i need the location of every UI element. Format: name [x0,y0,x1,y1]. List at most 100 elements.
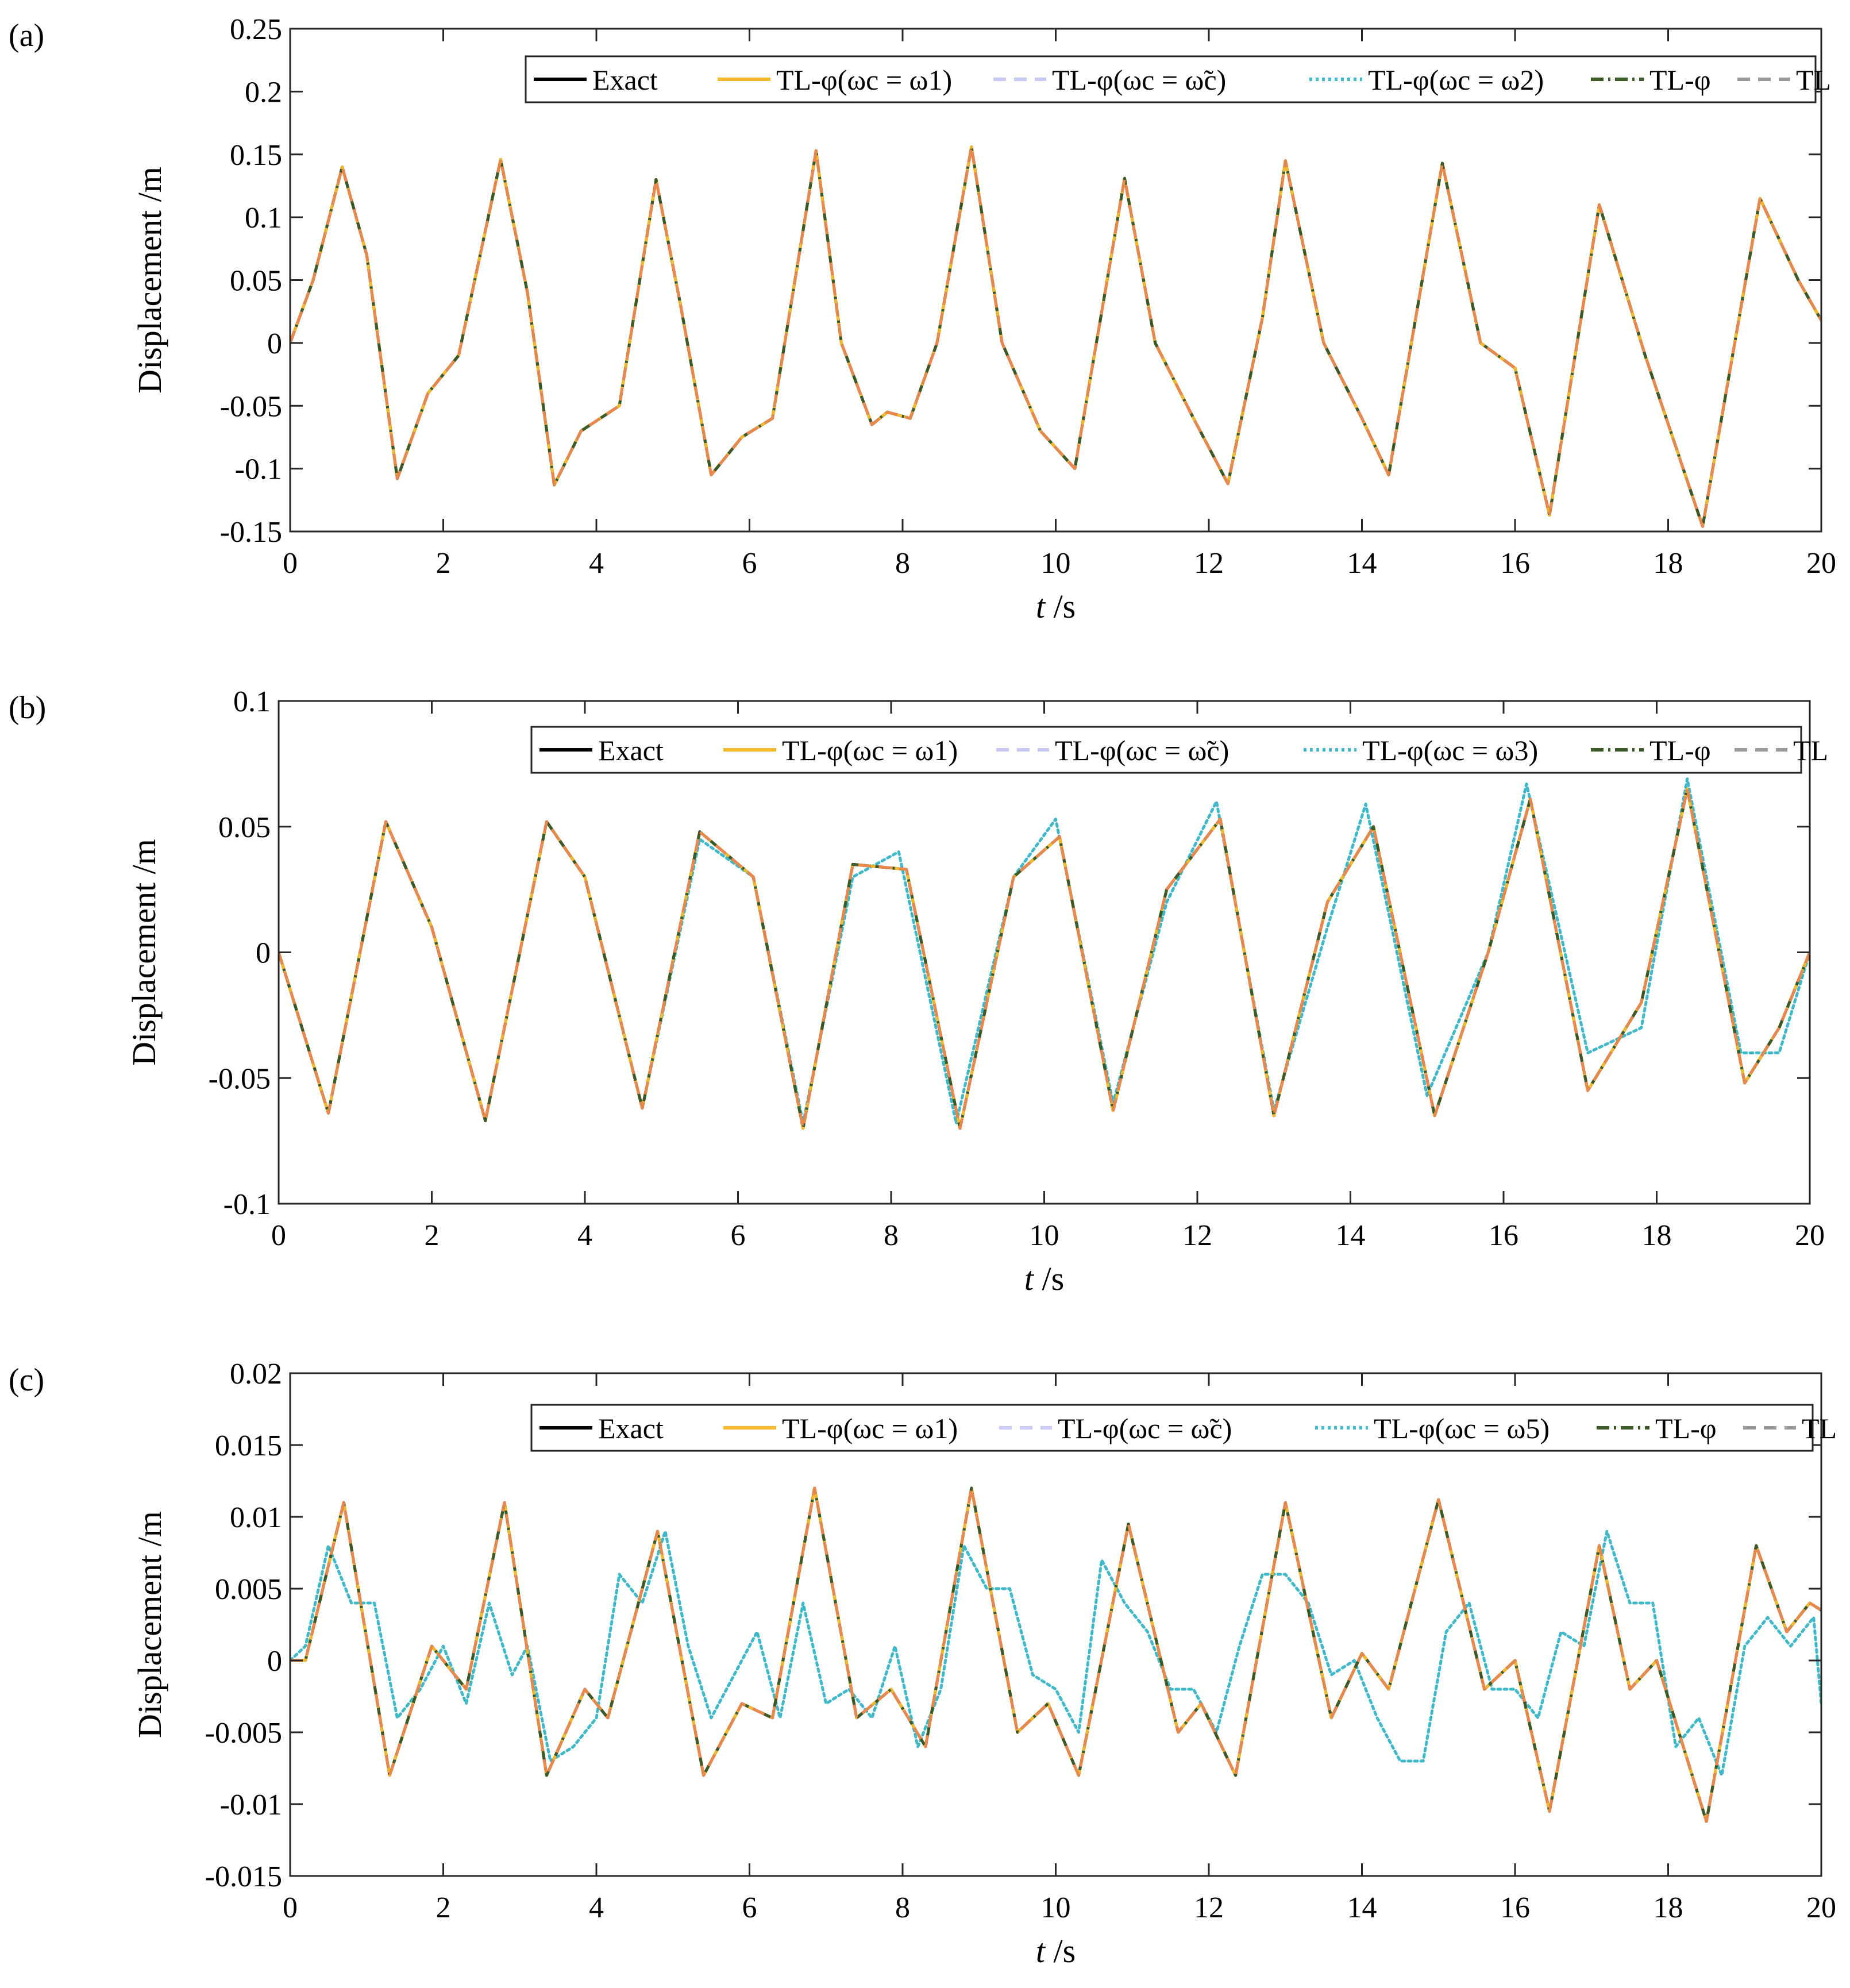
series-group [290,145,1821,528]
y-tick-label: 0.05 [218,811,271,844]
legend-label: TL-φ(ωc = ω1) [776,64,952,96]
y-tick-label: -0.01 [220,1789,282,1821]
y-tick-label: 0.1 [233,685,271,718]
x-tick-label: 12 [1182,1219,1212,1252]
y-tick-label: 0.015 [215,1430,282,1462]
legend-label: Exact [598,1412,664,1444]
y-tick-label: -0.1 [235,453,282,486]
chart-panel-3: (c) 0 2 4 6 8 10 12 14 16 18 20 -0.015 -0.01 -0.005 0 0.… [9,1358,1837,1970]
legend-label: TL-φ(ωc = ω̃c) [1058,1412,1232,1444]
panel-label: (c) [9,1362,44,1398]
panel-label: (a) [9,18,44,53]
x-tick-label: 6 [742,1891,757,1924]
y-axis-label: Displacement /m [131,1511,168,1738]
legend-label: TL [1796,64,1831,96]
y-tick-label: 0 [256,937,271,970]
x-tick-label: 16 [1500,547,1530,580]
x-tick-label: 2 [436,1891,451,1924]
series-line-tl-c-1 [279,787,1810,1130]
legend-label: TL-φ(ωc = ω̃c) [1052,64,1226,96]
x-tick-label: 10 [1041,1891,1071,1924]
legend-label: TL-φ(ωc = ω3) [1362,734,1538,766]
series-line-tl-c-3 [279,777,1810,1125]
series-line-tl-c-c [290,145,1821,528]
legend: Exact TL-φ(ωc = ω1) TL-φ(ωc = ω̃c) TL-φ(ωc … [525,55,1831,103]
y-tick-label: -0.05 [209,1062,271,1095]
legend-label: TL-φ(ωc = ω1) [782,1412,958,1444]
series-line-tl [290,1486,1821,1823]
legend-label: TL-φ [1649,64,1711,96]
axes-box [278,700,1811,1205]
y-tick-label: -0.1 [223,1188,271,1221]
axes-box [289,28,1822,533]
y-tick-label: -0.015 [205,1860,282,1893]
x-tick-label: 14 [1336,1219,1366,1252]
y-tick-label: 0.2 [245,76,282,109]
series-line-tl [290,1486,1821,1823]
x-tick-label: 6 [731,1219,746,1252]
y-axis-label: Displacement /m [125,839,163,1066]
legend-label: Exact [592,64,658,96]
x-tick-label: 4 [589,1891,604,1924]
series-line-tl [279,787,1810,1130]
x-tick-label: 0 [271,1219,286,1252]
x-tick-label: 8 [895,547,910,580]
chart-panel-2: (b) 0 2 4 6 8 10 12 14 16 18 20 -0.1 -0.05 0 0.05 0.1 t /… [9,685,1828,1297]
legend-label: TL-φ(ωc = ω5) [1374,1412,1550,1444]
series-line-tl-c-5 [290,1529,1821,1777]
series-group [279,777,1810,1130]
x-tick-label: 0 [283,1891,298,1924]
y-tick-label: 0.05 [230,265,282,298]
series-line-tl-c-1 [290,1486,1821,1823]
panel-label: (b) [9,690,46,726]
series-line-exact [290,1486,1821,1823]
legend-label: TL-φ [1649,734,1711,766]
x-tick-label: 10 [1041,547,1071,580]
x-tick-label: 20 [1806,1891,1836,1924]
x-tick-label: 8 [895,1891,910,1924]
series-line-tl-c-c [290,1486,1821,1823]
series-line-tl [279,787,1810,1130]
x-tick-label: 18 [1654,1891,1683,1924]
x-tick-label: 4 [577,1219,592,1252]
x-tick-label: 16 [1489,1219,1518,1252]
y-tick-label: 0.02 [230,1358,282,1390]
x-tick-label: 8 [884,1219,899,1252]
legend-label: TL-φ(ωc = ω1) [782,734,958,766]
x-tick-label: 6 [742,547,757,580]
series-line-tl-c-2 [290,145,1821,528]
legend-label: TL [1802,1412,1837,1444]
x-tick-label: 18 [1642,1219,1672,1252]
x-axis-label: t /s [1024,1260,1064,1297]
x-tick-label: 4 [589,547,604,580]
x-tick-label: 20 [1806,547,1836,580]
y-tick-label: 0.15 [230,139,282,172]
x-tick-label: 12 [1194,1891,1224,1924]
series-line-tl-c-1 [290,145,1821,528]
y-tick-label: -0.05 [220,390,282,423]
x-tick-label: 2 [436,547,451,580]
y-tick-label: 0 [267,1645,282,1678]
x-tick-label: 14 [1347,1891,1377,1924]
x-tick-label: 16 [1500,1891,1530,1924]
series-group [290,1486,1821,1823]
x-tick-label: 12 [1194,547,1224,580]
y-tick-label: 0.25 [230,13,282,46]
legend-label: Exact [598,734,664,766]
legend-label: TL [1793,734,1828,766]
legend-label: TL-φ(ωc = ω2) [1368,64,1544,96]
legend: Exact TL-φ(ωc = ω1) TL-φ(ωc = ω̃c) TL-φ(ωc … [530,726,1828,774]
x-tick-label: 10 [1030,1219,1059,1252]
y-axis-label: Displacement /m [131,167,168,394]
x-tick-label: 2 [425,1219,440,1252]
series-line-exact [290,145,1821,528]
series-line-tl [290,145,1821,528]
y-tick-label: 0.01 [230,1501,282,1534]
y-tick-label: -0.15 [220,516,282,549]
series-line-tl-c-c [279,787,1810,1130]
y-tick-label: 0.1 [245,202,282,234]
x-tick-label: 20 [1795,1219,1825,1252]
x-tick-label: 0 [283,547,298,580]
y-tick-label: 0.005 [215,1573,282,1606]
